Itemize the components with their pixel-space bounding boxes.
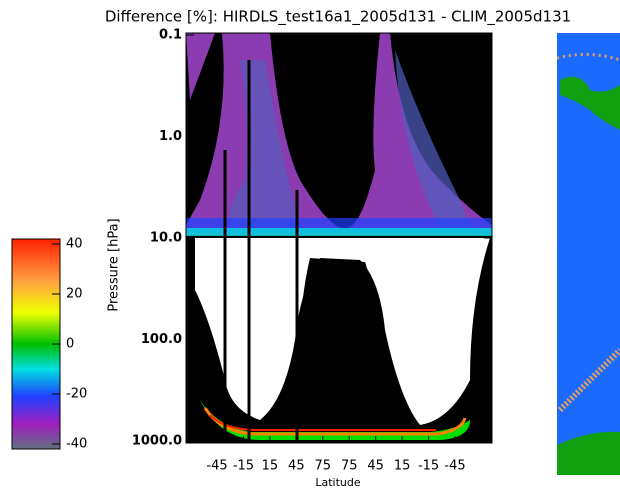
x-tick-label: -45 <box>444 459 465 474</box>
y-tick-label: 0.1 <box>159 28 182 43</box>
y-tick-label: 1.0 <box>159 129 182 144</box>
chart-title: Difference [%]: HIRDLS_test16a1_2005d131… <box>105 8 571 27</box>
y-tick-label: 10.0 <box>150 231 182 246</box>
x-tick-label: 75 <box>315 459 332 474</box>
x-tick-label: 15 <box>394 459 411 474</box>
colorbar-tick-label: -20 <box>66 387 87 402</box>
x-tick-label: 45 <box>367 459 384 474</box>
heatmap-field <box>186 33 492 443</box>
x-tick-label: 45 <box>288 459 305 474</box>
y-tick-label: 1000.0 <box>132 434 182 449</box>
colorbar-tick-label: 0 <box>66 337 74 352</box>
x-axis-label: Latitude <box>315 476 361 489</box>
x-tick-label: -15 <box>418 459 439 474</box>
x-tick-label: 75 <box>341 459 358 474</box>
y-tick-label: 100.0 <box>141 332 182 347</box>
map-panel <box>556 33 620 475</box>
colorbar-tick-label: -40 <box>66 437 87 452</box>
colorbar-tick-label: 20 <box>66 287 83 302</box>
x-tick-label: -45 <box>206 459 227 474</box>
colorbar-tick-label: 40 <box>66 237 83 252</box>
y-axis-label: Pressure [hPa] <box>107 218 122 311</box>
x-tick-label: -15 <box>233 459 254 474</box>
x-tick-label: 15 <box>262 459 279 474</box>
